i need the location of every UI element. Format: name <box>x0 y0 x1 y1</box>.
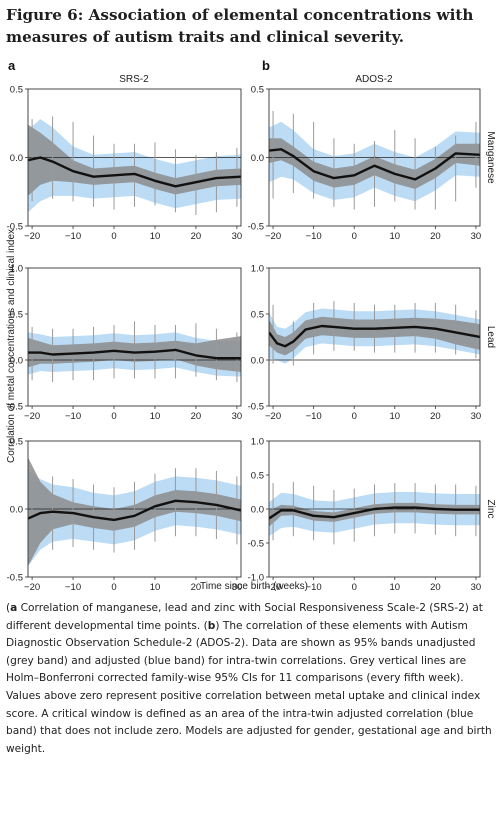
y-tick-label: 0.0 <box>10 505 23 516</box>
x-tick-label: 10 <box>389 231 400 242</box>
x-tick-label: 20 <box>191 231 202 242</box>
x-tick-label: 30 <box>471 231 482 242</box>
row-label-lead: Lead <box>485 326 496 348</box>
x-tick-label: −10 <box>306 411 322 422</box>
column-title-ados2: ADOS-2 <box>355 74 393 85</box>
x-tick-label: −10 <box>306 231 322 242</box>
panel-label-b: b <box>262 58 270 73</box>
correlation-line <box>28 348 241 360</box>
y-tick-label: -1.0 <box>248 573 264 584</box>
panel-plot-area <box>28 116 241 216</box>
x-tick-label: −10 <box>65 231 81 242</box>
x-tick-label: 10 <box>150 231 161 242</box>
x-tick-label: 30 <box>471 411 482 422</box>
caption-text-a: Correlation of manganese, lead and zinc … <box>6 602 483 632</box>
y-tick-label: 0.5 <box>251 85 264 96</box>
panel-plot-area <box>269 301 480 366</box>
correlation-line <box>269 506 480 520</box>
row-label-manganese: Manganese <box>485 131 496 184</box>
x-tick-label: 0 <box>352 582 357 591</box>
x-tick-label: 30 <box>232 231 243 242</box>
panel-plot-area <box>28 457 241 567</box>
x-tick-label: 20 <box>191 582 202 591</box>
panel-srs2-zinc: -0.5 0.0 0.5 −20 −10 0 10 20 30 <box>7 437 243 592</box>
x-tick-label: 0 <box>111 411 116 422</box>
x-tick-label: −20 <box>24 411 40 422</box>
correlation-line <box>269 148 480 181</box>
figure-caption: (a Correlation of manganese, lead and zi… <box>6 600 496 758</box>
x-tick-label: 20 <box>430 411 441 422</box>
x-tick-label: −10 <box>65 582 81 591</box>
x-tick-label: −20 <box>24 582 40 591</box>
caption-label-b: b <box>207 619 216 632</box>
panel-label-a: a <box>8 58 16 73</box>
caption-label-a: a <box>10 602 18 614</box>
y-tick-label: -0.5 <box>7 402 23 413</box>
chart-figure: a b SRS-2 ADOS-2 Correlation of metal concen… <box>6 58 496 592</box>
figure-title: Figure 6: Association of elemental conce… <box>6 6 474 46</box>
y-tick-label: -0.5 <box>248 539 264 550</box>
column-title-srs2: SRS-2 <box>119 74 149 85</box>
y-tick-label: 0.0 <box>10 356 23 367</box>
y-tick-label: 0.0 <box>251 505 264 516</box>
y-tick-label: -0.5 <box>7 573 23 584</box>
x-tick-label: 10 <box>389 582 400 591</box>
x-tick-label: −20 <box>265 582 281 591</box>
x-tick-label: 0 <box>111 231 116 242</box>
x-tick-label: 30 <box>471 582 482 591</box>
panel-frame <box>268 267 481 407</box>
panel-plot-area <box>269 110 480 210</box>
x-tick-label: 0 <box>352 231 357 242</box>
caption-open-paren: ( <box>6 602 11 614</box>
y-tick-label: 0.0 <box>10 153 23 164</box>
x-tick-label: 20 <box>430 231 441 242</box>
panel-srs2-lead: -0.5 0.0 0.5 1.0 −20 −10 0 10 20 30 <box>7 264 243 423</box>
x-axis-label: Time since birth (weeks) <box>200 581 308 591</box>
y-tick-label: -0.5 <box>7 222 23 233</box>
x-tick-label: −10 <box>65 411 81 422</box>
y-tick-label: 0.5 <box>10 310 23 321</box>
correlation-line <box>28 156 241 188</box>
caption-text-b: ) The correlation of these elements with… <box>6 619 492 755</box>
panel-plot-area <box>28 321 241 383</box>
y-tick-label: 1.0 <box>10 264 23 275</box>
panel-ados2-manganese: -0.5 0.0 0.5 −20 −10 0 10 20 30 <box>248 85 482 243</box>
x-tick-label: 20 <box>191 411 202 422</box>
y-axis-label: Correlation of metal concentrations and … <box>6 229 17 463</box>
panel-ados2-lead: -0.5 0.0 0.5 1.0 −20 −10 0 10 20 30 <box>248 264 482 423</box>
y-tick-label: 1.0 <box>251 264 264 275</box>
row-label-zinc: Zinc <box>485 500 496 519</box>
panel-ados2-zinc: -1.0 -0.5 0.0 0.5 1.0 −20 −10 0 10 20 30 <box>248 437 482 592</box>
x-tick-label: 10 <box>389 411 400 422</box>
x-tick-label: −20 <box>265 411 281 422</box>
y-tick-label: 0.5 <box>10 85 23 96</box>
panel-srs2-manganese: -0.5 0.0 0.5 −20 −10 0 10 20 30 <box>7 85 243 243</box>
x-tick-label: 30 <box>232 582 243 591</box>
x-tick-label: 10 <box>150 411 161 422</box>
panel-plot-area <box>269 481 480 545</box>
x-tick-label: −10 <box>306 582 322 591</box>
grey-band-unadjusted <box>28 124 241 196</box>
correlation-line <box>28 499 241 522</box>
y-tick-label: 0.5 <box>251 471 264 482</box>
y-tick-label: 0.5 <box>10 437 23 448</box>
y-tick-label: 0.0 <box>251 153 264 164</box>
x-tick-label: −20 <box>24 231 40 242</box>
y-tick-label: -0.5 <box>248 222 264 233</box>
y-tick-label: -0.5 <box>248 402 264 413</box>
x-tick-label: 30 <box>232 411 243 422</box>
x-tick-label: 0 <box>111 582 116 591</box>
x-tick-label: 0 <box>352 411 357 422</box>
y-tick-label: 0.0 <box>251 356 264 367</box>
x-tick-label: 20 <box>430 582 441 591</box>
x-tick-label: 10 <box>150 582 161 591</box>
y-tick-label: 1.0 <box>251 437 264 448</box>
correlation-line <box>269 324 480 348</box>
y-tick-label: 0.5 <box>251 310 264 321</box>
x-tick-label: −20 <box>265 231 281 242</box>
panel-frame <box>27 267 242 407</box>
